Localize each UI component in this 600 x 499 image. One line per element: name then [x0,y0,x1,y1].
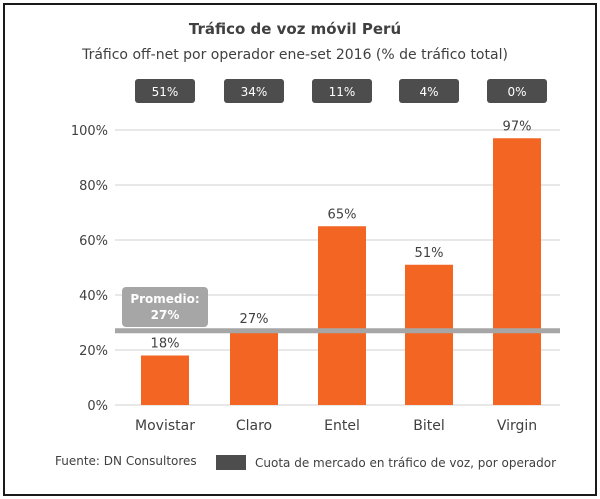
bar [318,226,366,405]
data-label: 51% [415,246,444,261]
chart-frame: Tráfico de voz móvil Perú Tráfico off-ne… [3,3,597,496]
x-axis: Movistar Claro Entel Bitel Virgin [135,418,537,434]
bar [493,138,541,405]
market-share-badge [312,79,372,103]
market-share-badge [399,79,459,103]
y-axis: 0% 20% 40% 60% 80% 100% [71,124,108,414]
x-tick-label: Entel [324,418,360,434]
data-label: 65% [328,207,357,222]
chart-subtitle: Tráfico off-net por operador ene-set 201… [81,47,508,63]
market-share-label: 4% [419,85,438,99]
x-tick-label: Claro [236,418,272,434]
market-share-badge [135,79,195,103]
market-share-badges: 51% 34% 11% 4% 0% [135,79,547,103]
y-tick-label: 80% [79,179,108,194]
data-label: 18% [151,337,180,352]
average-label-value: 27% [151,308,180,322]
market-share-label: 51% [152,85,179,99]
market-share-label: 11% [329,85,356,99]
y-tick-label: 40% [79,289,108,304]
data-label: 97% [503,119,532,134]
market-share-badge [224,79,284,103]
x-tick-label: Bitel [413,418,445,434]
legend-swatch [216,455,246,470]
y-tick-label: 0% [87,399,108,414]
x-tick-label: Movistar [135,418,195,434]
bars: 18% 27% 65% 51% 97% [141,119,541,405]
average-callout [122,287,208,327]
average-marker: Promedio: 27% [115,287,560,334]
chart-svg: Tráfico de voz móvil Perú Tráfico off-ne… [55,20,560,470]
chart-title: Tráfico de voz móvil Perú [189,20,401,38]
source-note: Fuente: DN Consultores [55,454,197,468]
bar [141,355,189,405]
market-share-label: 0% [507,85,526,99]
y-tick-label: 60% [79,234,108,249]
data-label: 27% [240,312,269,327]
bar [405,264,453,405]
y-tick-label: 100% [71,124,108,139]
average-label-title: Promedio: [130,292,199,306]
market-share-label: 34% [241,85,268,99]
market-share-badge [487,79,547,103]
y-tick-label: 20% [79,344,108,359]
x-tick-label: Virgin [497,418,537,434]
legend-label: Cuota de mercado en tráfico de voz, por … [255,456,556,470]
bar [230,330,278,405]
